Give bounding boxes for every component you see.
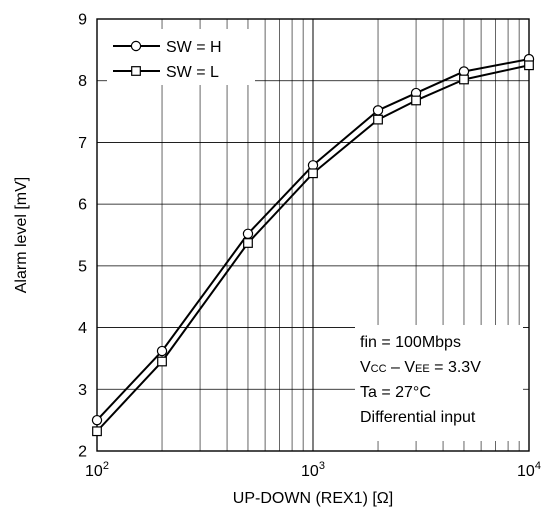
- data-point: [92, 426, 102, 437]
- tick-labels: 2 3 4 5 6 7 8 9 102 103 104: [78, 12, 541, 481]
- annotation-line: VCC – VEE = 3.3V: [360, 359, 481, 376]
- data-point: [243, 238, 253, 248]
- data-point: [156, 345, 168, 357]
- data-point: [411, 95, 421, 106]
- annotation-line: Ta = 27°C: [360, 384, 431, 401]
- series-line: [96, 58, 530, 421]
- legend-entry: SW = H: [113, 39, 222, 56]
- legend-marker: [130, 40, 142, 52]
- y-tick-label: 8: [78, 73, 87, 90]
- x-tick-label: 104: [517, 460, 541, 480]
- annotation-line: Differential input: [360, 409, 476, 426]
- y-tick-label: 3: [78, 382, 87, 399]
- y-tick-label: 6: [78, 197, 87, 214]
- y-tick-label: 5: [78, 258, 87, 275]
- annotation-line: fin = 100Mbps: [360, 334, 461, 351]
- y-tick-label: 7: [78, 135, 87, 152]
- y-axis-label: Alarm level [mV]: [13, 177, 30, 293]
- series-sw-h: [91, 53, 535, 426]
- x-axis-label: UP-DOWN (REX1) [Ω]: [233, 490, 393, 507]
- legend: SW = H SW = L: [107, 29, 255, 85]
- data-point: [459, 74, 469, 85]
- series-sw-l: [92, 60, 534, 437]
- y-tick-label: 2: [78, 444, 87, 461]
- plot-frame: [96, 18, 530, 452]
- y-tick-label: 4: [78, 320, 87, 337]
- data-point: [373, 114, 383, 125]
- data-point: [524, 60, 534, 71]
- data-point: [157, 356, 167, 367]
- legend-label: SW = H: [166, 39, 222, 56]
- annotation-background: [355, 325, 523, 441]
- series-line: [96, 64, 530, 432]
- data-point: [372, 105, 384, 116]
- legend-marker: [131, 66, 141, 76]
- data-point: [308, 168, 318, 179]
- series-layer: [91, 53, 535, 437]
- y-tick-label: 9: [78, 12, 87, 29]
- legend-label: SW = L: [166, 64, 219, 81]
- data-point: [91, 414, 103, 426]
- legend-entry: SW = L: [113, 64, 219, 81]
- annotation-box: fin = 100Mbps VCC – VEE = 3.3V Ta = 27°C Di…: [355, 325, 523, 441]
- x-tick-label: 102: [85, 460, 109, 480]
- x-tick-label: 103: [301, 460, 325, 480]
- data-point: [242, 228, 254, 239]
